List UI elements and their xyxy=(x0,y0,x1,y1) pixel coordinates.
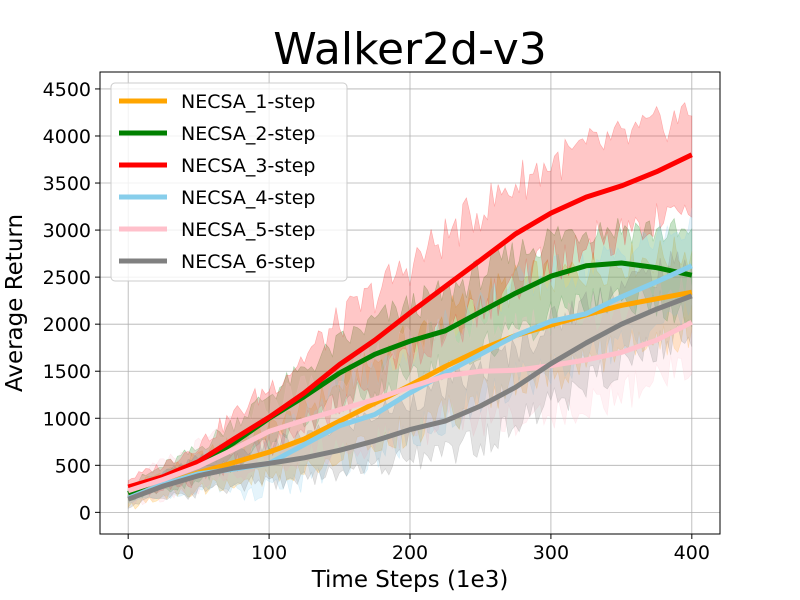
x-axis-label: Time Steps (1e3) xyxy=(311,567,509,593)
chart-title: Walker2d-v3 xyxy=(273,24,547,75)
y-axis-label: Average Return xyxy=(2,214,28,392)
y-tick-label: 3000 xyxy=(43,220,91,242)
legend-entry: NECSA_1-step xyxy=(181,91,315,113)
y-tick-label: 500 xyxy=(55,455,91,477)
legend-entry: NECSA_3-step xyxy=(181,155,315,177)
x-tick-label: 300 xyxy=(533,542,569,564)
y-tick-label: 2500 xyxy=(43,267,91,289)
legend-entry: NECSA_4-step xyxy=(181,187,315,209)
legend-entry: NECSA_6-step xyxy=(181,251,315,273)
x-tick-label: 100 xyxy=(251,542,287,564)
x-tick-label: 200 xyxy=(392,542,428,564)
x-tick-label: 0 xyxy=(122,542,134,564)
y-tick-label: 3500 xyxy=(43,173,91,195)
y-tick-label: 1000 xyxy=(43,408,91,430)
y-tick-label: 4000 xyxy=(43,126,91,148)
legend-entry: NECSA_2-step xyxy=(181,123,315,145)
y-tick-label: 2000 xyxy=(43,314,91,336)
y-tick-label: 4500 xyxy=(43,79,91,101)
y-tick-label: 1500 xyxy=(43,361,91,383)
x-tick-label: 400 xyxy=(674,542,710,564)
legend-entry: NECSA_5-step xyxy=(181,219,315,241)
y-tick-label: 0 xyxy=(79,502,91,524)
legend: NECSA_1-step NECSA_2-step NECSA_3-step NECS… xyxy=(111,83,347,281)
